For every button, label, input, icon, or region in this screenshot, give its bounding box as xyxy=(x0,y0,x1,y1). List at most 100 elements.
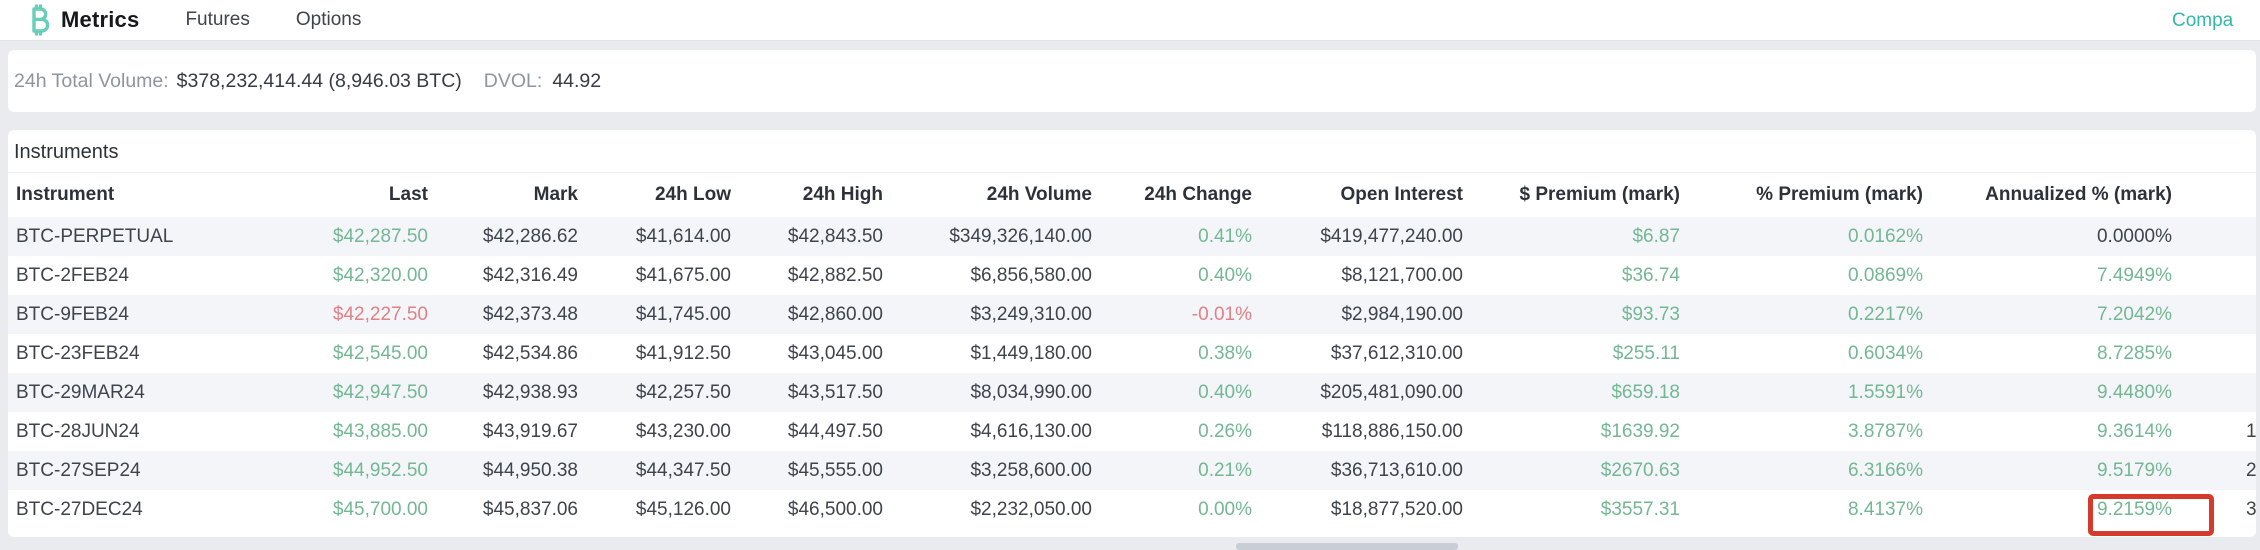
cell-overflow-fragment xyxy=(2172,295,2256,334)
cell-24h-change: 0.38% xyxy=(1198,342,1252,364)
cell-open-interest: $2,984,190.00 xyxy=(1341,303,1463,325)
table-row[interactable]: BTC-9FEB24 $42,227.50 $42,373.48 $41,745.00… xyxy=(8,295,2256,334)
cell-annualized-pct: 9.5179% xyxy=(2096,459,2172,481)
cell-last: $42,287.50 xyxy=(332,225,428,247)
cell-24h-high: $43,045.00 xyxy=(787,342,883,364)
cell-open-interest: $37,612,310.00 xyxy=(1330,342,1463,364)
cell-last: $42,227.50 xyxy=(332,303,428,325)
brand-logo[interactable]: Metrics xyxy=(24,4,139,36)
cell-24h-change: 0.21% xyxy=(1198,459,1252,481)
cell-pct-premium: 8.4137% xyxy=(1847,498,1923,520)
cell-24h-low: $41,675.00 xyxy=(635,264,731,286)
column-header-annualized-mark[interactable]: Annualized % (mark) xyxy=(1985,184,2172,205)
cell-annualized-pct: 8.7285% xyxy=(2096,342,2172,364)
column-header-24h-high[interactable]: 24h High xyxy=(802,184,883,205)
cell-overflow-fragment: 3 xyxy=(2246,498,2256,520)
column-header-24h-low[interactable]: 24h Low xyxy=(654,184,731,205)
cell-open-interest: $118,886,150.00 xyxy=(1321,420,1463,442)
cell-24h-low: $44,347.50 xyxy=(635,459,731,481)
cell-overflow-fragment xyxy=(2172,334,2256,373)
cell-24h-change: 0.00% xyxy=(1198,498,1252,520)
table-row[interactable]: BTC-29MAR24 $42,947.50 $42,938.93 $42,257.5… xyxy=(8,373,2256,412)
table-header-row: Instrument Last Mark 24h Low 24h High 24h Vol… xyxy=(8,173,2256,217)
cell-mark: $45,837.06 xyxy=(482,498,578,520)
cell-24h-volume: $4,616,130.00 xyxy=(970,420,1092,442)
cell-usd-premium: $3557.31 xyxy=(1600,498,1680,520)
table-row[interactable]: BTC-PERPETUAL $42,287.50 $42,286.62 $41,614… xyxy=(8,217,2256,256)
cell-instrument: BTC-2FEB24 xyxy=(16,264,129,286)
cell-last: $44,952.50 xyxy=(332,459,428,481)
cell-pct-premium: 0.0869% xyxy=(1847,264,1923,286)
cell-instrument: BTC-27DEC24 xyxy=(16,498,143,520)
cell-annualized-pct: 0.0000% xyxy=(2096,225,2172,247)
table-row[interactable]: BTC-27SEP24 $44,952.50 $44,950.38 $44,347.5… xyxy=(8,451,2256,490)
cell-overflow-fragment: 1 xyxy=(2246,420,2256,442)
cell-overflow-fragment xyxy=(2172,217,2256,256)
cell-mark: $42,316.49 xyxy=(482,264,578,286)
cell-pct-premium: 6.3166% xyxy=(1847,459,1923,481)
cell-24h-volume: $8,034,990.00 xyxy=(970,381,1092,403)
cell-24h-change: 0.26% xyxy=(1198,420,1252,442)
dvol-label: DVOL: xyxy=(483,69,543,92)
cell-24h-change: 0.40% xyxy=(1198,264,1252,286)
cell-24h-low: $42,257.50 xyxy=(635,381,731,403)
top-navigation-bar: Metrics Futures Options Compa xyxy=(0,0,2260,41)
table-row[interactable]: BTC-2FEB24 $42,320.00 $42,316.49 $41,675.00… xyxy=(8,256,2256,295)
cell-24h-high: $42,882.50 xyxy=(787,264,883,286)
nav-item-options[interactable]: Options xyxy=(295,9,362,30)
cell-24h-volume: $3,258,600.00 xyxy=(970,459,1092,481)
column-header-24h-change[interactable]: 24h Change xyxy=(1144,184,1252,205)
cell-last: $42,947.50 xyxy=(332,381,428,403)
cell-24h-high: $45,555.00 xyxy=(787,459,883,481)
cell-last: $43,885.00 xyxy=(332,420,428,442)
total-volume-value: $378,232,414.44 (8,946.03 BTC) xyxy=(176,69,462,92)
table-row[interactable]: BTC-27DEC24 $45,700.00 $45,837.06 $45,126.0… xyxy=(8,490,2256,529)
cell-usd-premium: $659.18 xyxy=(1611,381,1680,403)
cell-24h-low: $43,230.00 xyxy=(635,420,731,442)
cell-usd-premium: $93.73 xyxy=(1621,303,1680,325)
horizontal-scrollbar-thumb[interactable] xyxy=(1236,543,1458,550)
cell-last: $45,700.00 xyxy=(332,498,428,520)
nav-item-futures[interactable]: Futures xyxy=(185,9,250,30)
cell-open-interest: $18,877,520.00 xyxy=(1330,498,1463,520)
cell-pct-premium: 0.6034% xyxy=(1847,342,1923,364)
cell-open-interest: $8,121,700.00 xyxy=(1341,264,1463,286)
column-header-mark[interactable]: Mark xyxy=(533,184,578,205)
cell-24h-high: $44,497.50 xyxy=(787,420,883,442)
cell-24h-high: $46,500.00 xyxy=(787,498,883,520)
cell-24h-low: $41,912.50 xyxy=(635,342,731,364)
cell-24h-high: $42,843.50 xyxy=(787,225,883,247)
cell-mark: $42,373.48 xyxy=(482,303,578,325)
column-header-instrument[interactable]: Instrument xyxy=(16,184,115,205)
column-header-premium-mark[interactable]: $ Premium (mark) xyxy=(1519,184,1680,205)
column-header-24h-volume[interactable]: 24h Volume xyxy=(986,184,1092,205)
cell-24h-high: $42,860.00 xyxy=(787,303,883,325)
column-header-last[interactable]: Last xyxy=(388,184,428,205)
brand-name: Metrics xyxy=(61,7,140,32)
table-row[interactable]: BTC-23FEB24 $42,545.00 $42,534.86 $41,912.5… xyxy=(8,334,2256,373)
cell-instrument: BTC-PERPETUAL xyxy=(16,225,174,247)
cell-usd-premium: $1639.92 xyxy=(1600,420,1680,442)
cell-last: $42,320.00 xyxy=(332,264,428,286)
column-header-open-interest[interactable]: Open Interest xyxy=(1340,184,1463,205)
cell-instrument: BTC-27SEP24 xyxy=(16,459,141,481)
cell-open-interest: $419,477,240.00 xyxy=(1320,225,1463,247)
cell-24h-low: $45,126.00 xyxy=(635,498,731,520)
cell-overflow-fragment xyxy=(2172,256,2256,295)
cell-instrument: BTC-9FEB24 xyxy=(16,303,129,325)
column-header-premium-mark[interactable]: % Premium (mark) xyxy=(1756,184,1923,205)
cell-24h-low: $41,745.00 xyxy=(635,303,731,325)
cell-overflow-fragment: 2 xyxy=(2246,459,2256,481)
cell-usd-premium: $36.74 xyxy=(1621,264,1680,286)
table-row[interactable]: BTC-28JUN24 $43,885.00 $43,919.67 $43,230.0… xyxy=(8,412,2256,451)
cell-usd-premium: $6.87 xyxy=(1632,225,1680,247)
cell-open-interest: $205,481,090.00 xyxy=(1320,381,1463,403)
bitcoin-logo-icon xyxy=(32,4,50,36)
compare-link[interactable]: Compa xyxy=(2172,10,2234,31)
instruments-table: Instrument Last Mark 24h Low 24h High 24h Vol… xyxy=(8,173,2256,529)
cell-instrument: BTC-29MAR24 xyxy=(16,381,145,403)
cell-pct-premium: 1.5591% xyxy=(1847,381,1923,403)
cell-24h-low: $41,614.00 xyxy=(635,225,731,247)
cell-open-interest: $36,713,610.00 xyxy=(1330,459,1463,481)
